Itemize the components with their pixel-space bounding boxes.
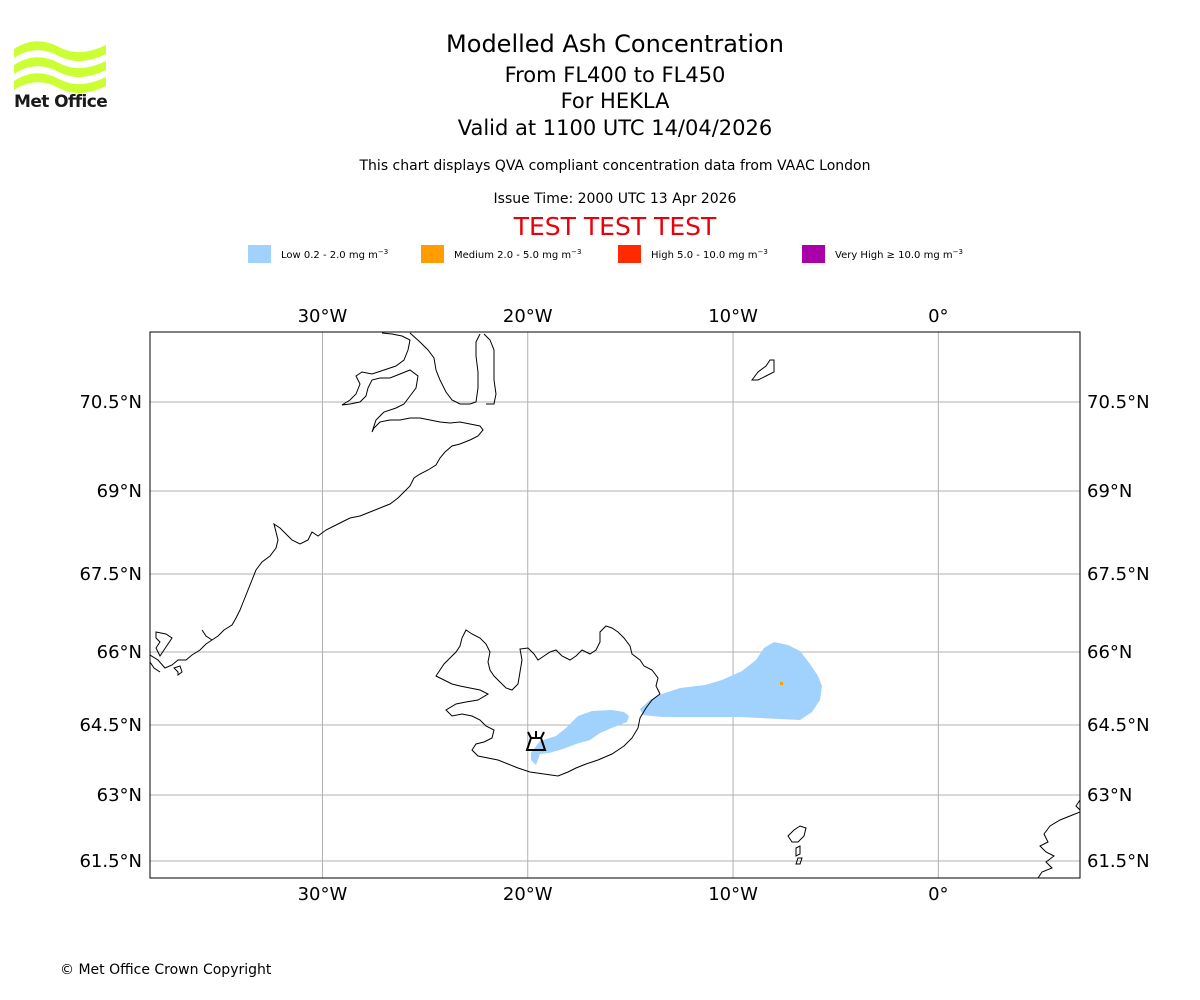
legend-item-high: High 5.0 - 10.0 mg m−3 [618,244,768,264]
bottom-lon-tick-label-1: 20°W [503,884,553,905]
iceland-coastline [435,625,661,777]
volcano-icon [525,731,547,751]
met-office-wave-logo-icon [14,41,106,94]
legend-label-high: High 5.0 - 10.0 mg m−3 [651,247,768,261]
test-banner: TEST TEST TEST [513,212,717,241]
left-lat-tick-label-2: 67.5°N [79,564,142,585]
legend-label-very-high: Very High ≥ 10.0 mg m−3 [835,247,963,261]
map-frame [149,331,1081,879]
top-lon-tick-label-1: 20°W [503,306,553,327]
legend-item-very-high: Very High ≥ 10.0 mg m−3 [802,244,963,264]
left-lat-tick-label-0: 70.5°N [79,392,142,413]
top-lon-tick-label-0: 30°W [298,306,348,327]
legend-label-low: Low 0.2 - 2.0 mg m−3 [281,247,389,261]
faroe-islands-coastline [787,825,807,865]
volcano-name: For HEKLA [560,89,670,113]
legend-swatch-medium [421,245,444,263]
issue-time: Issue Time: 2000 UTC 13 Apr 2026 [493,191,737,207]
copyright-notice: © Met Office Crown Copyright [60,962,272,978]
ash-cloud-low [531,642,822,765]
bottom-lon-tick-label-3: 0° [928,884,948,905]
flight-level-range: From FL400 to FL450 [504,63,726,87]
left-lat-tick-label-6: 61.5°N [79,851,142,872]
legend-swatch-very-high [802,245,825,263]
top-lon-tick-label-3: 0° [928,306,948,327]
left-lat-tick-label-4: 64.5°N [79,715,142,736]
right-lat-tick-label-3: 66°N [1087,642,1132,663]
met-office-logo-text: Met Office [14,92,108,112]
map-features [150,332,1080,878]
valid-time: Valid at 1100 UTC 14/04/2026 [457,116,773,140]
greenland-coastline [150,332,497,676]
legend-swatch-low [248,245,271,263]
chart-subtitle: This chart displays QVA compliant concen… [359,158,871,174]
right-lat-tick-label-2: 67.5°N [1087,564,1150,585]
map-gridlines [150,332,1080,878]
right-lat-tick-label-4: 64.5°N [1087,715,1150,736]
bottom-lon-tick-label-0: 30°W [298,884,348,905]
legend-item-medium: Medium 2.0 - 5.0 mg m−3 [421,244,581,264]
bottom-lon-tick-label-2: 10°W [708,884,758,905]
left-lat-tick-label-5: 63°N [97,785,142,806]
legend-swatch-high [618,245,641,263]
right-lat-tick-label-0: 70.5°N [1087,392,1150,413]
map-tick-labels: 30°W 30°W 20°W 20°W 10°W 10°W 0° 0° 70.5°N 70.5°N… [79,306,1149,905]
top-lon-tick-label-2: 10°W [708,306,758,327]
legend-item-low: Low 0.2 - 2.0 mg m−3 [248,244,388,264]
right-lat-tick-label-6: 61.5°N [1087,851,1150,872]
chart-title: Modelled Ash Concentration [446,30,784,58]
left-lat-tick-label-3: 66°N [97,642,142,663]
left-lat-tick-label-1: 69°N [97,481,142,502]
jan-mayen-coastline [751,359,775,381]
right-lat-tick-label-1: 69°N [1087,481,1132,502]
right-lat-tick-label-5: 63°N [1087,785,1132,806]
ash-cloud-medium [780,682,783,685]
legend-label-medium: Medium 2.0 - 5.0 mg m−3 [454,247,582,261]
norway-coastline [1037,799,1080,878]
